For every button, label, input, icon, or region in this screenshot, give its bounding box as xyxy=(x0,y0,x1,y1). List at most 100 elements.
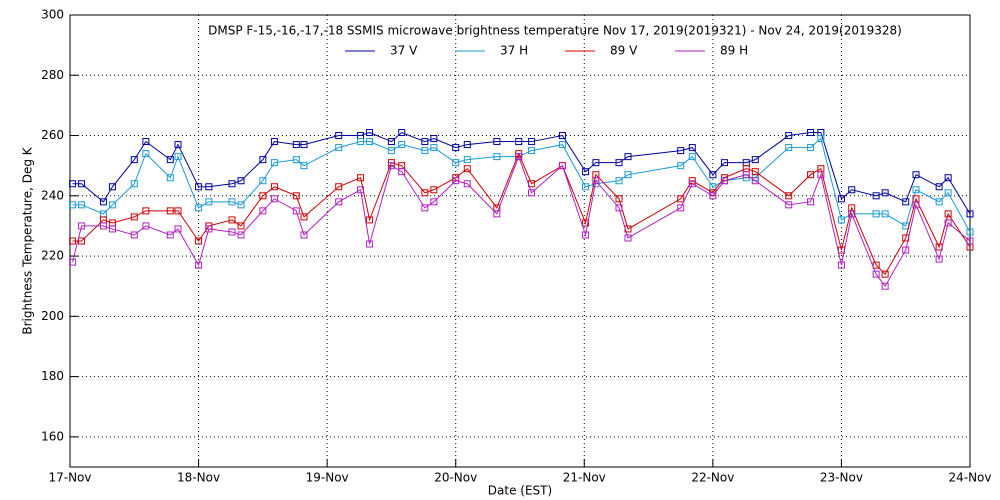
marker xyxy=(592,159,600,167)
marker xyxy=(881,282,889,290)
marker xyxy=(195,237,203,245)
marker xyxy=(421,147,429,155)
marker xyxy=(108,183,116,191)
marker xyxy=(944,219,952,227)
marker xyxy=(493,210,501,218)
marker xyxy=(78,180,86,188)
marker xyxy=(872,192,880,200)
marker xyxy=(174,141,182,149)
marker xyxy=(292,207,300,215)
marker xyxy=(677,204,685,212)
legend-label: 37 H xyxy=(500,44,528,58)
marker xyxy=(174,207,182,215)
marker xyxy=(807,129,815,137)
marker xyxy=(624,153,632,161)
marker xyxy=(463,156,471,164)
marker xyxy=(837,261,845,269)
marker xyxy=(421,204,429,212)
x-tick-label: 21-Nov xyxy=(563,471,606,485)
marker xyxy=(966,228,974,236)
marker xyxy=(944,174,952,182)
y-tick-label: 200 xyxy=(41,309,64,323)
marker xyxy=(366,240,374,248)
marker xyxy=(935,255,943,263)
marker xyxy=(515,138,523,146)
marker xyxy=(677,162,685,170)
marker xyxy=(398,168,406,176)
marker xyxy=(142,207,150,215)
marker xyxy=(624,171,632,179)
marker xyxy=(237,231,245,239)
marker xyxy=(677,195,685,203)
marker xyxy=(592,177,600,185)
marker xyxy=(615,177,623,185)
marker xyxy=(935,183,943,191)
marker xyxy=(398,129,406,137)
marker xyxy=(421,138,429,146)
marker xyxy=(558,132,566,140)
marker xyxy=(228,216,236,224)
marker xyxy=(785,192,793,200)
legend-label: 89 V xyxy=(610,44,638,58)
y-tick-label: 300 xyxy=(41,8,64,22)
marker xyxy=(430,186,438,194)
x-tick-label: 22-Nov xyxy=(691,471,734,485)
marker xyxy=(912,186,920,194)
marker xyxy=(174,153,182,161)
marker xyxy=(398,141,406,149)
marker xyxy=(837,216,845,224)
marker xyxy=(966,210,974,218)
marker xyxy=(108,201,116,209)
marker xyxy=(78,201,86,209)
legend-label: 89 H xyxy=(720,44,748,58)
marker xyxy=(78,237,86,245)
marker xyxy=(493,138,501,146)
y-tick-label: 260 xyxy=(41,128,64,142)
marker xyxy=(130,213,138,221)
marker xyxy=(228,228,236,236)
marker xyxy=(785,132,793,140)
marker xyxy=(720,177,728,185)
marker xyxy=(688,153,696,161)
marker xyxy=(78,222,86,230)
x-tick-label: 19-Nov xyxy=(306,471,349,485)
marker xyxy=(452,177,460,185)
marker xyxy=(807,198,815,206)
marker xyxy=(785,201,793,209)
x-axis-label: Date (EST) xyxy=(488,484,552,498)
marker xyxy=(259,156,267,164)
marker xyxy=(528,147,536,155)
marker xyxy=(205,183,213,191)
marker xyxy=(709,192,717,200)
marker xyxy=(944,210,952,218)
marker xyxy=(270,183,278,191)
marker xyxy=(335,132,343,140)
marker xyxy=(259,207,267,215)
marker xyxy=(335,183,343,191)
marker xyxy=(335,198,343,206)
marker xyxy=(270,159,278,167)
marker xyxy=(166,174,174,182)
marker xyxy=(582,219,590,227)
marker xyxy=(615,159,623,167)
marker xyxy=(966,237,974,245)
marker xyxy=(387,138,395,146)
marker xyxy=(335,144,343,152)
marker xyxy=(515,153,523,161)
marker xyxy=(357,174,365,182)
marker xyxy=(528,189,536,197)
marker xyxy=(848,186,856,194)
marker xyxy=(902,246,910,254)
marker xyxy=(463,180,471,188)
marker xyxy=(130,180,138,188)
marker xyxy=(228,198,236,206)
marker xyxy=(615,195,623,203)
marker xyxy=(366,129,374,137)
marker xyxy=(720,159,728,167)
x-tick-label: 23-Nov xyxy=(820,471,863,485)
legend-label: 37 V xyxy=(390,44,418,58)
marker xyxy=(582,183,590,191)
marker xyxy=(493,153,501,161)
y-tick-label: 160 xyxy=(41,429,64,443)
